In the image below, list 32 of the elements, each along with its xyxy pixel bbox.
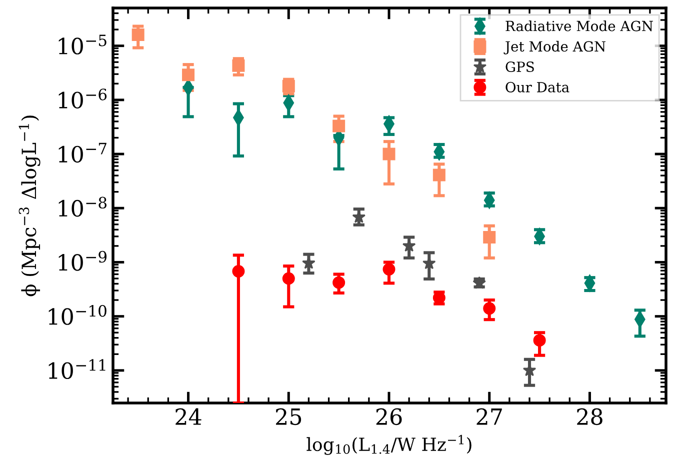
legend-label: GPS — [506, 62, 534, 72]
point — [382, 263, 396, 276]
point — [332, 120, 346, 132]
y-tick-label: 10$^{−5}$ — [58, 34, 106, 54]
legend-label: Jet Mode AGN — [504, 40, 606, 54]
x-tick-label: 24 — [176, 408, 202, 425]
x-tick-label: 25 — [276, 408, 302, 426]
point — [483, 302, 496, 315]
point — [382, 148, 396, 160]
point — [232, 265, 245, 278]
y-tick-label: 10$^{−11}$ — [48, 359, 106, 380]
point — [483, 230, 496, 244]
legend-label: Our Data — [506, 82, 570, 92]
point — [182, 68, 195, 82]
x-tick-label: 28 — [577, 408, 602, 426]
y-tick-label: 10$^{−7}$ — [58, 142, 106, 163]
point — [332, 276, 346, 289]
y-tick-label: 10$^{−6}$ — [58, 88, 107, 109]
point — [533, 334, 546, 347]
y-tick-label: 10$^{−8}$ — [58, 196, 106, 217]
point — [282, 80, 295, 92]
point — [432, 168, 446, 182]
x-tick-label: 26 — [376, 408, 402, 426]
y-axis-title: ϕ (Mpc$^{−3}$ ΔlogL$^{−1}$) — [18, 116, 40, 296]
y-tick-label: 10$^{−9}$ — [58, 250, 106, 271]
x-tick-label: 27 — [476, 408, 502, 425]
point — [132, 28, 144, 42]
x-axis-title: log$_{10}$(L$_{1.4}$/W Hz$^{−1}$) — [306, 434, 472, 455]
y-tick-label: 10$^{−10}$ — [48, 304, 106, 325]
legend-label: Radiative Mode AGN — [506, 20, 653, 32]
point — [282, 272, 295, 285]
point — [232, 59, 245, 72]
